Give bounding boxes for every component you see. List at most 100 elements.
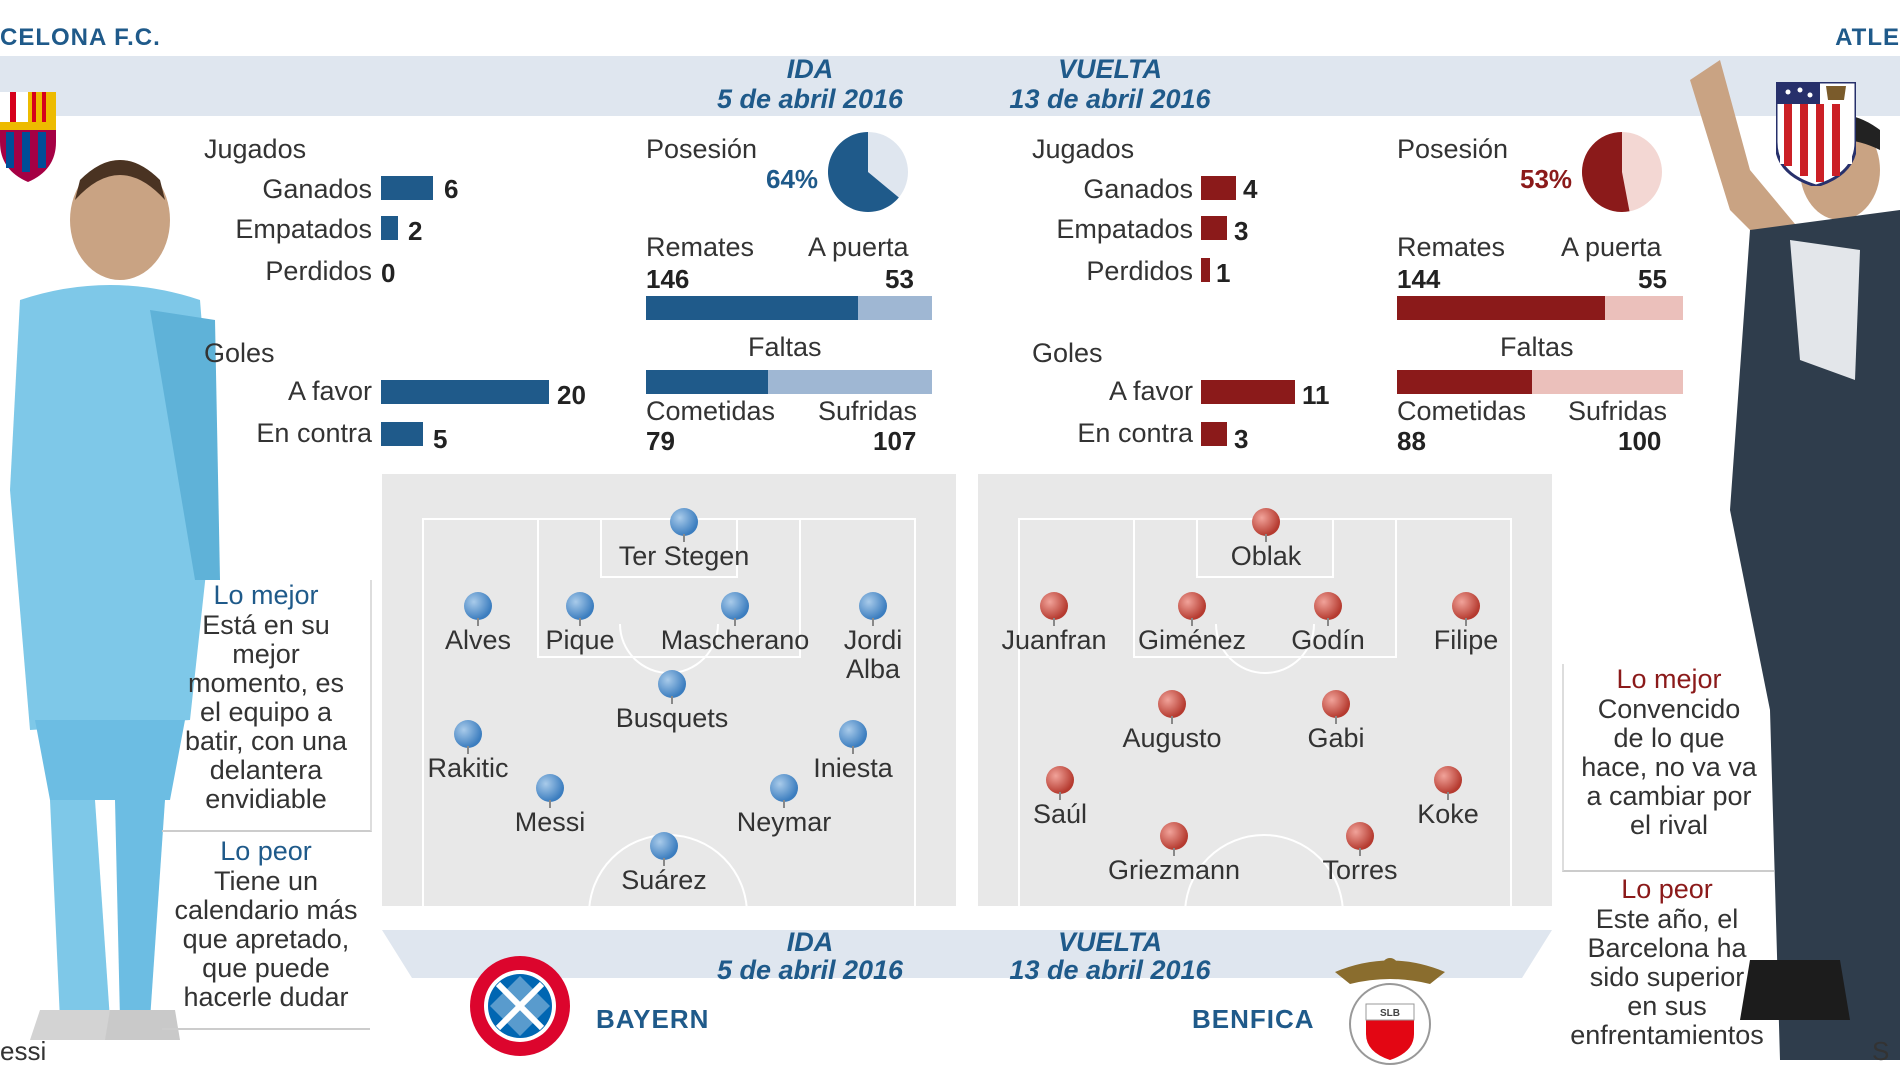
player-name: Suárez (621, 865, 707, 895)
text-line: batir, con una (184, 726, 348, 756)
atleti-remates-value: 144 (1397, 264, 1441, 294)
player-godin: Godín (1218, 592, 1438, 655)
atleti-pitch-center-circle (1184, 834, 1344, 994)
text-line: el rival (1629, 810, 1709, 840)
top-ida: IDA 5 de abril 2016 (680, 54, 940, 114)
player-name-line: Jordi (843, 625, 903, 655)
player-name: Godín (1291, 625, 1365, 655)
player-name: Pique (545, 625, 615, 655)
atleti-contra-label: En contra (1077, 418, 1193, 448)
player-name: Gabi (1307, 723, 1365, 753)
player-name: Alves (444, 625, 512, 655)
atleti-empatados-value: 3 (1234, 216, 1249, 246)
player-pin-icon (1040, 592, 1068, 626)
player-koke: Koke (1338, 766, 1558, 829)
barca-favor-label: A favor (287, 376, 372, 406)
atleti-contra-value: 3 (1234, 424, 1249, 454)
player-name: Giménez (1137, 625, 1247, 655)
barca-posesion-slice (828, 132, 899, 212)
barca-faltas-fill (646, 370, 768, 394)
barca-empatados-value: 2 (408, 216, 423, 246)
atleti-lo-peor-text: Este año, el Barcelona ha sido superior … (1562, 905, 1772, 1050)
top-date-band (0, 56, 1900, 116)
player-jordi-alba: Jordi Alba (763, 592, 983, 684)
barca-apuerta-value: 53 (885, 264, 914, 294)
barca-favor-bar (381, 380, 549, 404)
player-name: Jordi Alba (763, 626, 983, 684)
player-saul: Saúl (950, 766, 1170, 829)
atleti-posesion-value: 53% (1520, 164, 1573, 194)
text-line: Este año, el (1595, 904, 1739, 934)
atleti-perdidos-bar (1201, 258, 1210, 282)
barcelona-crest-icon (0, 92, 56, 187)
text-line: calendario más (174, 895, 358, 925)
barca-faltas-label: Faltas (748, 332, 822, 362)
bottom-vuelta: VUELTA 13 de abril 2016 (990, 928, 1230, 984)
player-busquets: Busquets (562, 670, 782, 733)
player-pin-icon (566, 592, 594, 626)
atleti-lo-mejor-box: Lo mejor Convencido de lo que hace, no v… (1562, 664, 1774, 872)
top-ida-date: 5 de abril 2016 (716, 84, 904, 114)
player-pin-icon (1178, 592, 1206, 626)
barca-sufridas-value: 107 (873, 426, 917, 456)
player-name: Oblak (1230, 541, 1302, 571)
text-line: mejor (232, 639, 300, 669)
player-pin-icon (454, 720, 482, 754)
player-pin-icon (1252, 508, 1280, 542)
simeone-caption: S (1872, 1036, 1890, 1066)
atleti-apuerta-label: A puerta (1561, 232, 1662, 262)
text-line: enfrentamientos (1570, 1020, 1764, 1050)
atleti-lo-mejor-title: Lo mejor (1616, 664, 1722, 694)
text-line: de lo que (1613, 723, 1725, 753)
simeone-photo (1690, 60, 1900, 1065)
player-gabi: Gabi (1226, 690, 1446, 753)
top-vuelta-date: 13 de abril 2016 (1009, 84, 1211, 114)
player-pin-icon (721, 592, 749, 626)
player-name: Neymar (736, 807, 832, 837)
player-pin-icon (1046, 766, 1074, 800)
benfica-crest-icon: SLB (1330, 954, 1450, 1071)
text-line: a cambiar por (1586, 781, 1752, 811)
barca-contra-value: 5 (433, 424, 448, 454)
atleti-perdidos-value: 1 (1216, 258, 1231, 288)
text-line: sido superior (1589, 962, 1745, 992)
barca-remates-label: Remates (646, 232, 755, 262)
bottom-vuelta-label: VUELTA (1058, 927, 1162, 957)
barca-apuerta-label: A puerta (808, 232, 909, 262)
player-griezmann: Griezmann (1064, 822, 1284, 885)
atletico-crest-icon (1774, 80, 1858, 191)
player-pin-icon (1322, 690, 1350, 724)
player-gimenez: Giménez (1082, 592, 1302, 655)
text-line: en sus (1627, 991, 1707, 1021)
player-filipe: Filipe (1356, 592, 1576, 655)
player-name: Juanfran (1001, 625, 1107, 655)
atleti-contra-bar (1201, 422, 1227, 446)
atleti-sufridas-label: Sufridas (1568, 396, 1668, 426)
barca-sufridas-label: Sufridas (818, 396, 918, 426)
team-name-atletico: ATLE (1835, 24, 1900, 51)
player-pin-icon (839, 720, 867, 754)
player-name: Iniesta (813, 753, 893, 783)
player-name: Augusto (1122, 723, 1222, 753)
barca-contra-label: En contra (256, 418, 372, 448)
barca-posesion-value: 64% (766, 164, 819, 194)
barca-cometidas-value: 79 (646, 426, 675, 456)
atleti-cometidas-value: 88 (1397, 426, 1426, 456)
barca-lo-peor-box: Lo peor Tiene un calendario más que apre… (162, 836, 370, 1030)
atleti-posesion-slice (1582, 132, 1630, 212)
barca-lo-mejor-title: Lo mejor (213, 580, 319, 610)
bottom-vuelta-date: 13 de abril 2016 (1009, 955, 1211, 985)
text-line: Está en su (202, 610, 330, 640)
player-pin-icon (1314, 592, 1342, 626)
text-line: Convencido (1597, 694, 1741, 724)
player-pin-icon (1346, 822, 1374, 856)
bottom-ida-label: IDA (786, 927, 834, 957)
team-name-barcelona: CELONA F.C. (0, 24, 161, 51)
atleti-ganados-bar (1201, 176, 1236, 200)
barca-lo-peor-text: Tiene un calendario más que apretado, qu… (162, 867, 370, 1012)
atleti-perdidos-label: Perdidos (1086, 256, 1193, 286)
player-alves: Alves (368, 592, 588, 655)
bottom-date-band (382, 930, 1552, 978)
atleti-posesion-label: Posesión (1397, 134, 1509, 164)
player-name: Koke (1417, 799, 1479, 829)
